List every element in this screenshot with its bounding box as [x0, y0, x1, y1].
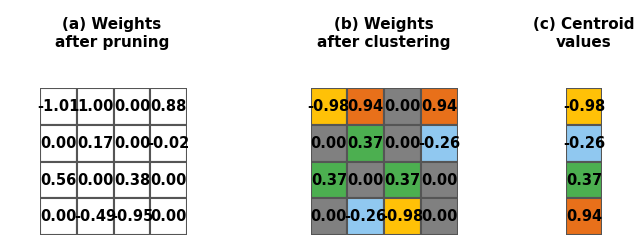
Bar — [348, 198, 384, 235]
Bar — [310, 125, 348, 162]
Text: -0.98: -0.98 — [563, 99, 605, 114]
Text: -0.49: -0.49 — [74, 209, 116, 224]
Bar — [384, 88, 420, 125]
Text: -0.95: -0.95 — [111, 209, 153, 224]
Text: 0.94: 0.94 — [348, 99, 384, 114]
Text: 0.00: 0.00 — [40, 136, 77, 151]
Bar — [114, 162, 150, 198]
Bar — [40, 198, 77, 235]
Text: 0.56: 0.56 — [40, 172, 77, 188]
Text: -0.98: -0.98 — [308, 99, 350, 114]
Bar — [384, 198, 420, 235]
Text: 0.94: 0.94 — [421, 99, 457, 114]
Text: 0.00: 0.00 — [310, 136, 347, 151]
Text: 0.38: 0.38 — [114, 172, 150, 188]
Text: -1.01: -1.01 — [37, 99, 79, 114]
Bar — [40, 125, 77, 162]
Text: (b) Weights
after clustering: (b) Weights after clustering — [317, 17, 451, 49]
Bar — [384, 125, 420, 162]
Bar — [348, 162, 384, 198]
Bar — [40, 162, 77, 198]
Bar — [566, 198, 602, 235]
Bar — [420, 125, 458, 162]
Text: 0.00: 0.00 — [384, 136, 420, 151]
Text: 0.00: 0.00 — [421, 209, 458, 224]
Text: 0.37: 0.37 — [311, 172, 347, 188]
Text: (a) Weights
after pruning: (a) Weights after pruning — [55, 17, 169, 49]
Bar — [114, 125, 150, 162]
Text: 0.17: 0.17 — [77, 136, 113, 151]
Text: 0.00: 0.00 — [310, 209, 347, 224]
Text: 0.00: 0.00 — [150, 172, 187, 188]
Text: 0.00: 0.00 — [114, 136, 150, 151]
Bar — [77, 125, 114, 162]
Bar — [420, 88, 458, 125]
Text: 0.00: 0.00 — [384, 99, 420, 114]
Text: (c) Centroid
values: (c) Centroid values — [533, 17, 634, 49]
Text: -0.98: -0.98 — [381, 209, 424, 224]
Bar — [77, 162, 114, 198]
Bar — [150, 198, 187, 235]
Text: 0.88: 0.88 — [150, 99, 187, 114]
Bar — [566, 125, 602, 162]
Text: -0.02: -0.02 — [148, 136, 190, 151]
Bar — [348, 88, 384, 125]
Bar — [566, 88, 602, 125]
Text: 0.94: 0.94 — [566, 209, 602, 224]
Text: 0.37: 0.37 — [348, 136, 384, 151]
Text: 0.00: 0.00 — [150, 209, 187, 224]
Text: 0.00: 0.00 — [40, 209, 77, 224]
Bar — [150, 125, 187, 162]
Bar — [150, 162, 187, 198]
Text: 0.37: 0.37 — [566, 172, 602, 188]
Text: 0.00: 0.00 — [348, 172, 384, 188]
Text: -0.26: -0.26 — [344, 209, 387, 224]
Text: 0.00: 0.00 — [77, 172, 113, 188]
Bar — [77, 88, 114, 125]
Bar — [420, 198, 458, 235]
Bar — [420, 162, 458, 198]
Bar — [384, 162, 420, 198]
Text: -0.26: -0.26 — [418, 136, 460, 151]
Bar — [114, 198, 150, 235]
Bar — [150, 88, 187, 125]
Text: 1.00: 1.00 — [77, 99, 113, 114]
Bar — [566, 162, 602, 198]
Text: 0.00: 0.00 — [421, 172, 458, 188]
Text: 0.37: 0.37 — [384, 172, 420, 188]
Bar — [310, 162, 348, 198]
Bar — [348, 125, 384, 162]
Bar — [310, 198, 348, 235]
Text: 0.00: 0.00 — [114, 99, 150, 114]
Text: -0.26: -0.26 — [563, 136, 605, 151]
Bar — [77, 198, 114, 235]
Bar — [114, 88, 150, 125]
Bar — [310, 88, 348, 125]
Bar — [40, 88, 77, 125]
